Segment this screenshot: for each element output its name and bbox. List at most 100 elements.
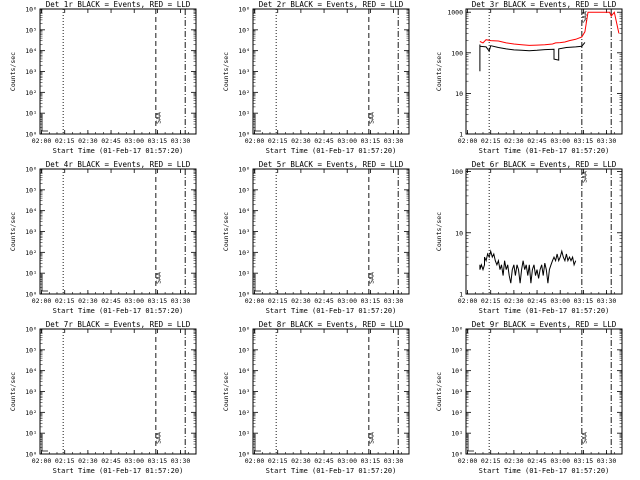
y-axis-label: Counts/sec (9, 52, 17, 91)
x-tick-label: 03:00 (550, 457, 570, 465)
x-tick-label: 02:30 (78, 297, 98, 305)
empty-data-stub (254, 114, 261, 132)
y-axis-label: Counts/sec (9, 372, 17, 411)
empty-data-stub (254, 434, 261, 452)
empty-data-stub (254, 274, 261, 292)
y-tick-label: 10⁰ (238, 291, 250, 299)
empty-data-stub (41, 114, 48, 132)
saa-annotation: SAA (367, 432, 375, 444)
plot-frame (39, 168, 197, 295)
y-tick-label: 10⁴ (25, 367, 37, 375)
x-tick-label: 02:45 (527, 297, 547, 305)
y-tick-label: 10⁴ (238, 207, 250, 215)
x-tick-label: 03:15 (148, 137, 168, 145)
saa-annotation: SAA (580, 11, 588, 23)
x-tick-label: 03:00 (124, 297, 144, 305)
y-tick-label: 10⁰ (25, 451, 37, 459)
x-tick-label: 03:30 (171, 297, 191, 305)
y-tick-label: 10⁶ (238, 6, 250, 14)
chart-title: Det 2r BLACK = Events, RED = LLD (259, 0, 404, 9)
lld-series-line (479, 11, 620, 46)
x-tick-label: 03:00 (550, 297, 570, 305)
y-tick-label: 10² (25, 409, 37, 417)
empty-data-stub (41, 434, 48, 452)
y-tick-label: 10³ (238, 68, 250, 76)
x-tick-label: 03:30 (171, 137, 191, 145)
chart-panel-5: Det 5r BLACK = Events, RED = LLD Start Ti… (222, 160, 410, 315)
y-tick-label: 10⁶ (451, 326, 463, 334)
saa-annotation: SAA (580, 171, 588, 183)
y-tick-label: 10⁴ (25, 207, 37, 215)
y-axis-label: Counts/sec (222, 212, 230, 251)
x-tick-label: 02:45 (101, 297, 121, 305)
plot-frame (465, 328, 623, 455)
y-axis-label: Counts/sec (435, 52, 443, 91)
y-tick-label: 10⁵ (25, 186, 37, 194)
plot-frame (252, 328, 410, 455)
y-tick-label: 10⁶ (25, 6, 37, 14)
chart-panel-4: Det 4r BLACK = Events, RED = LLD Start Ti… (9, 160, 197, 315)
x-tick-label: 02:15 (55, 457, 75, 465)
x-axis-label: Start Time (01-Feb-17 01:57:20) (479, 147, 610, 155)
y-tick-label: 100 (451, 49, 463, 57)
x-tick-label: 03:15 (361, 137, 381, 145)
y-tick-label: 10⁰ (238, 451, 250, 459)
y-tick-label: 10 (455, 90, 463, 98)
x-tick-label: 03:00 (337, 457, 357, 465)
plot-frame (465, 8, 623, 135)
y-tick-label: 10¹ (238, 270, 250, 278)
y-tick-label: 10² (451, 409, 463, 417)
x-tick-label: 02:30 (291, 457, 311, 465)
plot-frame (252, 8, 410, 135)
x-tick-label: 03:15 (574, 457, 594, 465)
y-tick-label: 10³ (451, 388, 463, 396)
y-tick-label: 10⁰ (25, 291, 37, 299)
empty-data-stub (467, 434, 474, 452)
saa-annotation: SAA (367, 272, 375, 284)
y-tick-label: 10² (25, 89, 37, 97)
x-tick-label: 02:45 (527, 137, 547, 145)
x-tick-label: 03:30 (384, 297, 404, 305)
y-tick-label: 10² (25, 249, 37, 257)
x-tick-label: 02:00 (32, 137, 52, 145)
x-tick-label: 02:00 (245, 457, 265, 465)
chart-panel-6: Det 6r BLACK = Events, RED = LLD Start Ti… (435, 160, 623, 315)
x-tick-label: 03:15 (148, 457, 168, 465)
x-tick-label: 03:00 (550, 137, 570, 145)
y-tick-label: 1000 (447, 9, 463, 17)
x-tick-label: 03:15 (361, 457, 381, 465)
y-tick-label: 10¹ (451, 430, 463, 438)
x-axis-label: Start Time (01-Feb-17 01:57:20) (479, 467, 610, 475)
x-tick-label: 02:15 (268, 457, 288, 465)
saa-annotation: SAA (154, 432, 162, 444)
y-tick-label: 10⁵ (238, 186, 250, 194)
y-tick-label: 10⁴ (238, 47, 250, 55)
chart-title: Det 9r BLACK = Events, RED = LLD (472, 320, 617, 329)
y-axis-label: Counts/sec (222, 52, 230, 91)
chart-title: Det 6r BLACK = Events, RED = LLD (472, 160, 617, 169)
chart-title: Det 7r BLACK = Events, RED = LLD (46, 320, 191, 329)
x-axis-label: Start Time (01-Feb-17 01:57:20) (479, 307, 610, 315)
y-tick-label: 10³ (238, 228, 250, 236)
x-tick-label: 02:30 (504, 297, 524, 305)
x-axis-label: Start Time (01-Feb-17 01:57:20) (53, 467, 184, 475)
x-tick-label: 02:00 (32, 457, 52, 465)
y-tick-label: 10⁰ (451, 451, 463, 459)
plot-frame (252, 168, 410, 295)
y-tick-label: 1 (459, 131, 463, 139)
x-tick-label: 02:00 (245, 137, 265, 145)
x-axis-label: Start Time (01-Feb-17 01:57:20) (266, 147, 397, 155)
y-tick-label: 10² (238, 409, 250, 417)
x-tick-label: 02:00 (245, 297, 265, 305)
plot-frame (39, 8, 197, 135)
plot-frame (39, 328, 197, 455)
x-tick-label: 02:30 (504, 137, 524, 145)
x-tick-label: 02:30 (78, 137, 98, 145)
x-tick-label: 02:30 (291, 137, 311, 145)
x-tick-label: 03:30 (597, 457, 617, 465)
x-tick-label: 02:30 (504, 457, 524, 465)
empty-data-stub (41, 274, 48, 292)
chart-panel-1: Det 1r BLACK = Events, RED = LLD Start Ti… (9, 0, 197, 155)
x-tick-label: 03:00 (124, 137, 144, 145)
y-axis-label: Counts/sec (435, 212, 443, 251)
